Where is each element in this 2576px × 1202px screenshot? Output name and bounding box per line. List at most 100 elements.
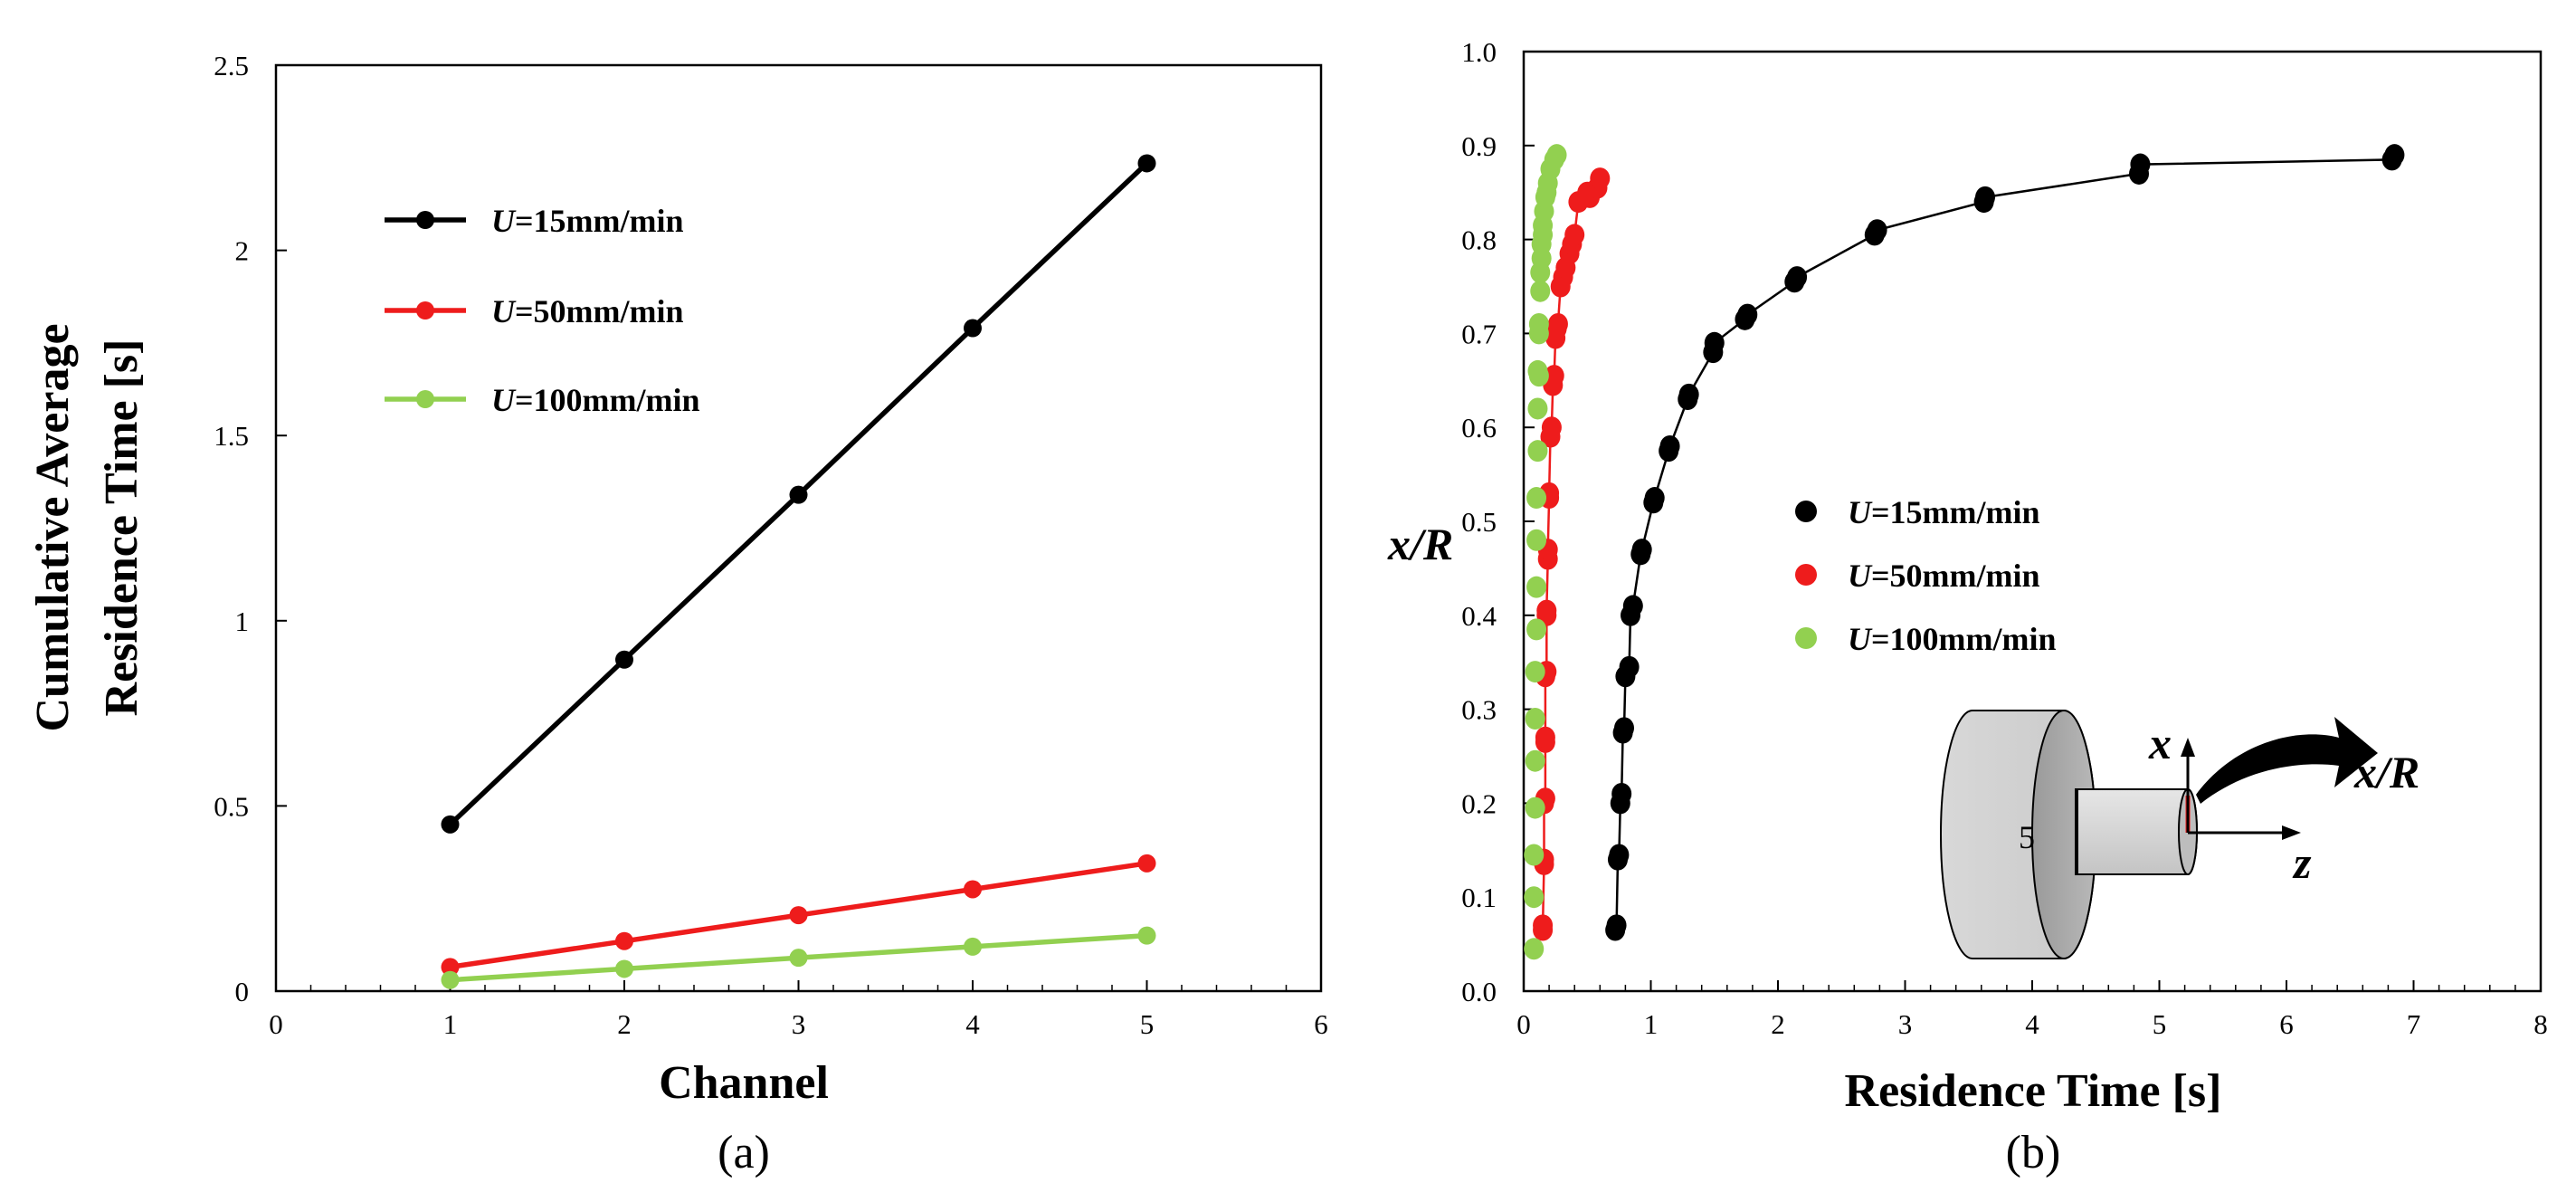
chart-a-legend-marker-15 xyxy=(416,211,434,229)
chart-b-x-tick-labels: 0 1 2 3 4 5 6 7 8 xyxy=(1516,1008,2548,1040)
chart-a-point-15 xyxy=(615,650,633,669)
svg-text:U=15mm/min: U=15mm/min xyxy=(1848,494,2040,530)
chart-a-legend-label-15: =15mm/min xyxy=(515,203,684,239)
chart-b-legend-marker-15 xyxy=(1795,501,1817,522)
chart-a-x-tick-label: 0 xyxy=(269,1008,283,1040)
chart-a-x-tick-label: 1 xyxy=(443,1008,458,1040)
chart-a-point-15 xyxy=(964,319,982,338)
chart-a-point-15 xyxy=(441,815,460,834)
chart-a-y-tick-label: 0 xyxy=(235,976,250,1007)
chart-a-point-100 xyxy=(441,970,460,989)
chart-a-frame xyxy=(274,63,1323,993)
chart-b-y-tick-label: 0.0 xyxy=(1461,976,1497,1007)
chart-a-legend-marker-100 xyxy=(416,390,434,408)
svg-text:U=50mm/min: U=50mm/min xyxy=(1848,558,2040,594)
chart-b-point-15 xyxy=(1622,595,1643,617)
chart-b-x-tick-label: 7 xyxy=(2407,1008,2421,1040)
chart-a-legend-marker-50 xyxy=(416,301,434,320)
chart-b-point-15 xyxy=(1611,783,1632,806)
chart-b-x-tick-label: 3 xyxy=(1898,1008,1913,1040)
chart-b-legend-item-50: U=50mm/min xyxy=(1795,558,2040,594)
chart-a-y-tick-labels: 0 0.5 1 1.5 2 2.5 xyxy=(214,50,249,1007)
chart-b-point-100 xyxy=(1528,365,1549,387)
chart-b-point-50 xyxy=(1547,313,1568,336)
chart-b-point-100 xyxy=(1526,618,1547,641)
chart-b-point-15 xyxy=(1606,914,1627,937)
chart-a-x-tick-labels: 0 1 2 3 4 5 6 xyxy=(269,1008,1328,1040)
chart-a-x-tick-label: 4 xyxy=(965,1008,980,1040)
chart-a-legend-item-50: U=50mm/min xyxy=(385,293,684,329)
chart-b-point-15 xyxy=(1787,266,1808,289)
chart-b-series xyxy=(1524,144,2405,960)
cylinder-inset-diagram: 5 x z x/R xyxy=(1940,710,2419,959)
chart-a-series xyxy=(441,154,1156,989)
chart-b-point-100 xyxy=(1525,707,1545,730)
chart-a-y-tick-label: 1.5 xyxy=(214,420,249,452)
chart-b-point-100 xyxy=(1530,280,1551,302)
chart-b-y-tick-label: 0.3 xyxy=(1461,694,1497,726)
chart-b-y-tick-label: 0.9 xyxy=(1461,130,1497,162)
chart-a-point-50 xyxy=(615,931,633,950)
chart-a-point-100 xyxy=(1137,926,1156,945)
chart-b-point-15 xyxy=(1867,219,1887,242)
chart-a-point-50 xyxy=(441,958,460,977)
chart-b-point-15 xyxy=(1737,303,1758,326)
chart-a-legend-var-15: U xyxy=(491,203,517,239)
chart-a: 0 1 2 3 4 5 6 0 0.5 1 1.5 2 2.5 Channel Cumulative … xyxy=(27,50,1328,1178)
z-axis-label: z xyxy=(2292,837,2312,888)
chart-a-point-15 xyxy=(1137,154,1156,173)
chart-b-point-15 xyxy=(1975,186,1996,208)
chart-b-x-tick-label: 2 xyxy=(1771,1008,1785,1040)
arrow-label-x-over-r: x/R xyxy=(2353,747,2419,797)
chart-b-legend-label-100: =100mm/min xyxy=(1871,621,2057,657)
chart-a-point-50 xyxy=(964,880,982,899)
chart-b-y-tick-label: 0.5 xyxy=(1461,506,1497,538)
chart-a-x-tick-label: 2 xyxy=(617,1008,632,1040)
chart-b-point-50 xyxy=(1541,416,1562,439)
chart-b-y-tick-label: 0.1 xyxy=(1461,882,1497,913)
chart-b-legend-item-100: U=100mm/min xyxy=(1795,621,2057,657)
chart-b-legend-marker-50 xyxy=(1795,564,1817,586)
z-axis-arrow-head xyxy=(2282,825,2301,840)
chart-b-point-15 xyxy=(1704,331,1725,354)
chart-a-legend-var-100: U xyxy=(491,382,517,418)
chart-a-point-50 xyxy=(789,906,808,925)
svg-text:U=100mm/min: U=100mm/min xyxy=(491,382,700,418)
chart-a-legend: U=15mm/min U=50mm/min U=100mm/min xyxy=(385,203,700,418)
chart-b-point-15 xyxy=(1631,539,1652,561)
chart-b-y-tick-label: 1.0 xyxy=(1461,36,1497,68)
chart-b-panel-label: (b) xyxy=(2006,1127,2061,1178)
chart-b-point-50 xyxy=(1544,365,1564,387)
chart-a-legend-var-50: U xyxy=(491,293,517,329)
chart-b-point-15 xyxy=(1659,434,1680,457)
chart-b-point-15 xyxy=(1613,717,1634,739)
chart-b: 0 1 2 3 4 5 6 7 8 0.0 0.1 0.2 0.3 0.4 0.5 0.6 0.7 0.8 0.9… xyxy=(1387,36,2548,1178)
chart-b-x-axis-label: Residence Time [s] xyxy=(1845,1065,2222,1117)
chart-b-point-100 xyxy=(1527,440,1548,463)
chart-a-panel-label: (a) xyxy=(718,1127,770,1178)
chart-b-point-100 xyxy=(1524,938,1545,960)
chart-b-point-50 xyxy=(1564,224,1585,246)
chart-b-point-15 xyxy=(2130,153,2151,176)
chart-b-legend-var-50: U xyxy=(1848,558,1873,594)
chart-b-y-tick-label: 0.4 xyxy=(1461,600,1497,632)
chart-a-y-tick-label: 1 xyxy=(235,606,250,637)
curved-arrow xyxy=(2196,717,2378,804)
chart-a-y-axis-label-line2: Residence Time [s] xyxy=(96,339,147,717)
svg-text:U=15mm/min: U=15mm/min xyxy=(491,203,684,239)
chart-b-point-100 xyxy=(1527,397,1548,420)
chart-b-point-100 xyxy=(1526,576,1547,598)
chart-b-point-100 xyxy=(1524,886,1545,909)
chart-b-point-15 xyxy=(1678,383,1699,405)
chart-b-point-15 xyxy=(1644,487,1665,510)
chart-b-x-tick-label: 1 xyxy=(1644,1008,1659,1040)
chart-b-point-100 xyxy=(1526,529,1547,551)
chart-b-point-100 xyxy=(1546,144,1567,167)
chart-a-legend-item-100: U=100mm/min xyxy=(385,382,700,418)
chart-b-point-50 xyxy=(1535,726,1555,749)
chart-a-y-tick-label: 2 xyxy=(235,235,250,267)
chart-b-point-15 xyxy=(2384,144,2405,167)
chart-b-x-tick-label: 6 xyxy=(2279,1008,2294,1040)
chart-b-y-tick-label: 0.2 xyxy=(1461,787,1497,819)
